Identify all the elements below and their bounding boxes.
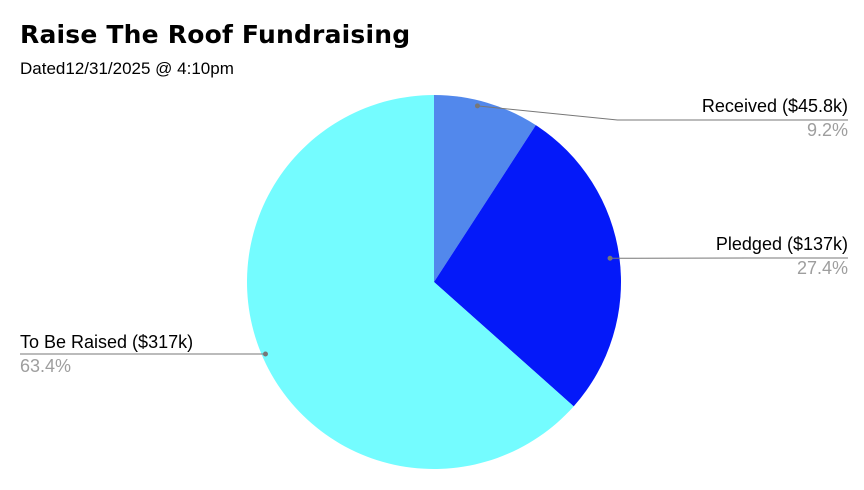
leader-dot-3 — [262, 351, 268, 357]
chart-subtitle: Dated12/31/2025 @ 4:10pm — [20, 59, 234, 78]
slice-percent-2: 27.4% — [797, 258, 848, 278]
pie-slice-1[interactable] — [434, 95, 536, 282]
pie-slice-2[interactable] — [434, 125, 621, 407]
slice-label-3: To Be Raised ($317k) — [20, 332, 193, 352]
leader-dot-1 — [474, 103, 480, 109]
leader-line-1 — [477, 105, 848, 121]
pie-slice-3[interactable] — [247, 95, 574, 469]
chart-title: Raise The Roof Fundraising — [20, 20, 411, 49]
slice-label-2: Pledged ($137k) — [716, 234, 848, 254]
slice-percent-3: 63.4% — [20, 356, 71, 376]
pie-slices — [247, 95, 621, 469]
slice-labels: Received ($45.8k) 9.2% Pledged ($137k) 27.4… — [20, 96, 848, 376]
slice-label-1: Received ($45.8k) — [702, 96, 848, 116]
leader-dot-2 — [607, 255, 613, 261]
slice-percent-1: 9.2% — [807, 120, 848, 140]
